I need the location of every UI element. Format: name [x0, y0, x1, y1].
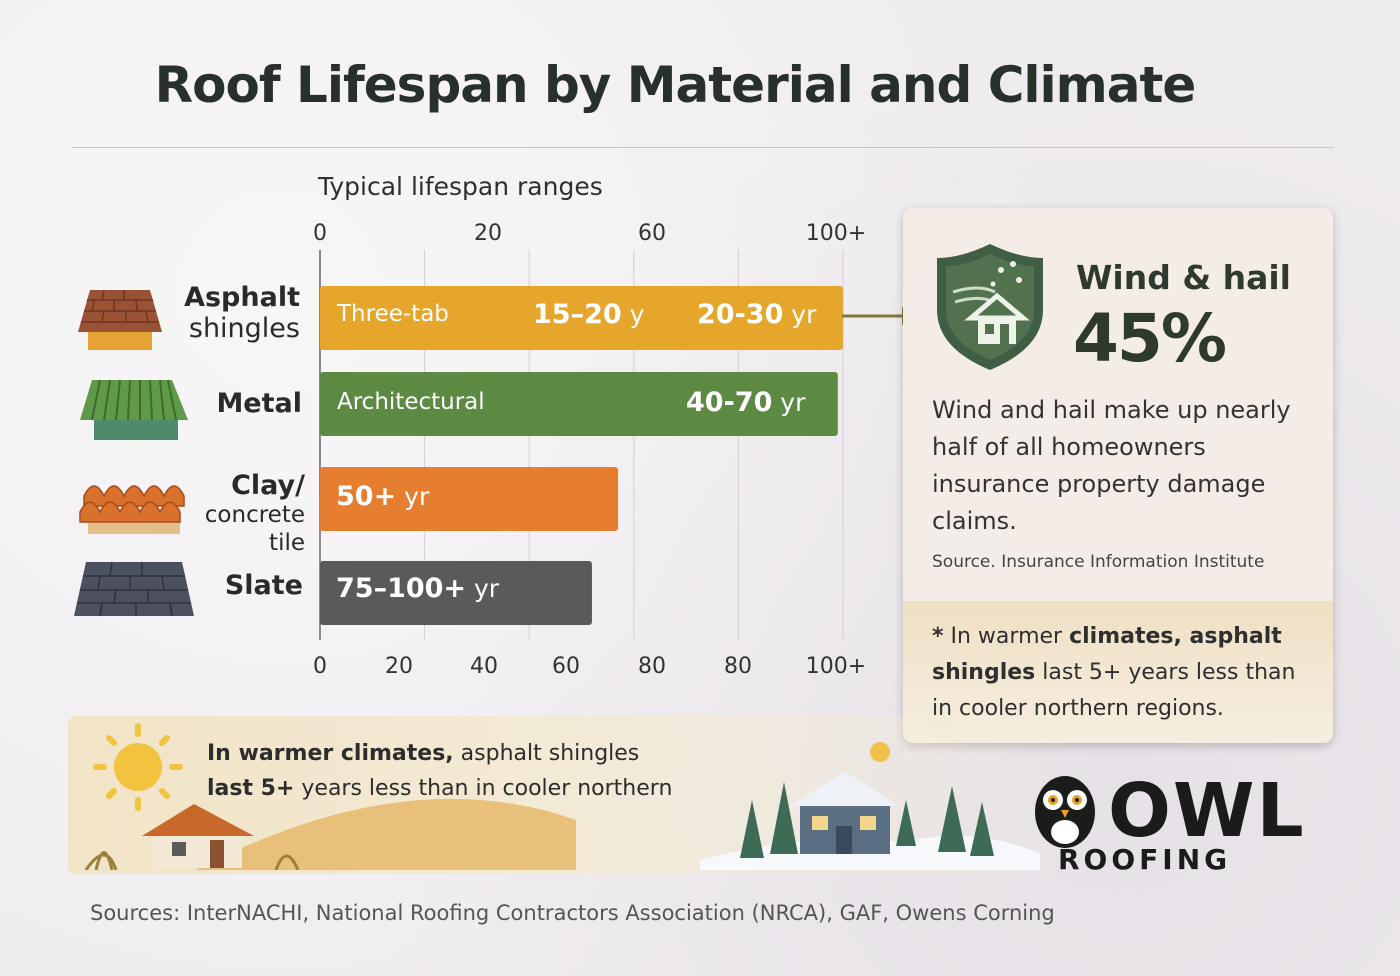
- material-name: Clay/: [231, 470, 305, 501]
- bar-range-label: 50+ yr: [336, 481, 429, 512]
- material-name: Metal: [216, 388, 302, 419]
- note-bold-part: climates, asphalt shingles: [932, 624, 1282, 685]
- logo-subtitle: ROOFING: [1058, 843, 1232, 876]
- material-name: Asphalt: [184, 282, 300, 313]
- bar-label-unit: yr: [396, 482, 430, 511]
- snowy-cabin-scene: [700, 742, 1040, 870]
- bar-slate: [320, 561, 592, 625]
- top-tick-label: 100+: [806, 221, 866, 246]
- slate-roof-icon: [74, 561, 194, 617]
- bar-clay: [320, 467, 619, 531]
- chart-subtitle: Typical lifespan ranges: [318, 172, 603, 201]
- material-label: Slate: [225, 570, 303, 601]
- material-subname: concrete: [204, 502, 305, 528]
- bar-label-value: 75–100+: [336, 573, 467, 604]
- bar-label-value: 15–20: [533, 299, 622, 330]
- bottom-tick-label: 100+: [806, 654, 866, 679]
- material-subname: tile: [269, 530, 305, 556]
- bar-label-value: 20-30: [697, 299, 784, 330]
- owl-logo-icon: [1035, 776, 1095, 848]
- logo-wordmark: OWL: [1108, 768, 1306, 854]
- climate-plain-2: years less than in cooler northern: [294, 776, 673, 801]
- note-asterisk: *: [932, 624, 944, 649]
- callout-stat-value: 45%: [1073, 300, 1227, 377]
- bar-label-unit: yr: [772, 388, 806, 417]
- bottom-tick-label: 0: [313, 654, 327, 679]
- bottom-tick-label: 60: [552, 654, 580, 679]
- top-tick-label: 20: [474, 221, 502, 246]
- bottom-tick-label: 80: [638, 654, 666, 679]
- bar-range-label: 15–20 y: [533, 299, 644, 330]
- shield-house-icon: [937, 244, 1043, 370]
- callout-stat-label: Wind & hail: [1076, 258, 1291, 297]
- bar-range-label: 75–100+ yr: [336, 573, 499, 604]
- material-label: Metal: [216, 388, 302, 419]
- material-name: Slate: [224, 570, 303, 601]
- climate-plain-1: asphalt shingles: [453, 741, 640, 766]
- callout-source: Source. Insurance Information Institute: [932, 552, 1265, 572]
- material-label: Asphalt shingles: [184, 282, 300, 344]
- metal-roof-icon: [80, 379, 188, 440]
- top-tick-label: 60: [638, 221, 666, 246]
- bar-label-value: 40-70: [686, 387, 773, 418]
- bar-asphalt: [320, 286, 843, 350]
- sun-icon: [93, 723, 183, 811]
- bottom-tick-label: 80: [724, 654, 752, 679]
- sources-footnote: Sources: InterNACHI, National Roofing Co…: [90, 901, 1055, 925]
- bar-label-value: 50+: [336, 481, 397, 512]
- bar-range-label: 40-70 yr: [686, 387, 805, 418]
- asphalt-roof-icon: [78, 289, 162, 350]
- callout-body: Wind and hail make up nearly half of all…: [932, 396, 1291, 535]
- material-label: Clay/concrete tile: [205, 470, 305, 557]
- warm-house-scene: [84, 798, 576, 870]
- bar-type-label: Three-tab: [337, 301, 449, 327]
- top-tick-label: 0: [313, 221, 327, 246]
- climate-note: * In warmer climates, asphalt shingles l…: [932, 619, 1312, 727]
- clay-tile-roof-icon: [79, 485, 185, 534]
- bar-metal: [320, 372, 838, 436]
- note-text-rest: last 5+ years less than in cooler northe…: [932, 660, 1296, 721]
- title-divider: [72, 147, 1334, 148]
- lifespan-bar-chart: 0 20 60 100+ 0 20 40 60 80 80 100+: [313, 221, 866, 679]
- bar-type-label: Architectural: [337, 389, 485, 415]
- climate-bold-2: last 5+: [207, 776, 295, 801]
- bar-label-unit: yr: [783, 300, 817, 329]
- bar-label-unit: y: [621, 300, 645, 329]
- bar-label-value: Architectural: [337, 389, 485, 415]
- bottom-tick-label: 20: [385, 654, 413, 679]
- bar-label-value: Three-tab: [337, 301, 449, 327]
- note-text-part: In warmer: [943, 624, 1070, 649]
- climate-text: In warmer climates, asphalt shingles last…: [207, 736, 727, 806]
- bar-range-label: 20-30 yr: [697, 299, 816, 330]
- bottom-tick-label: 40: [470, 654, 498, 679]
- wind-hail-callout: Wind & hail 45% Wind and hail make up ne…: [903, 208, 1333, 743]
- material-subname: shingles: [188, 313, 300, 344]
- climate-bold-1: In warmer climates,: [207, 741, 454, 766]
- bar-label-unit: yr: [466, 574, 500, 603]
- page-title: Roof Lifespan by Material and Climate: [154, 56, 1197, 114]
